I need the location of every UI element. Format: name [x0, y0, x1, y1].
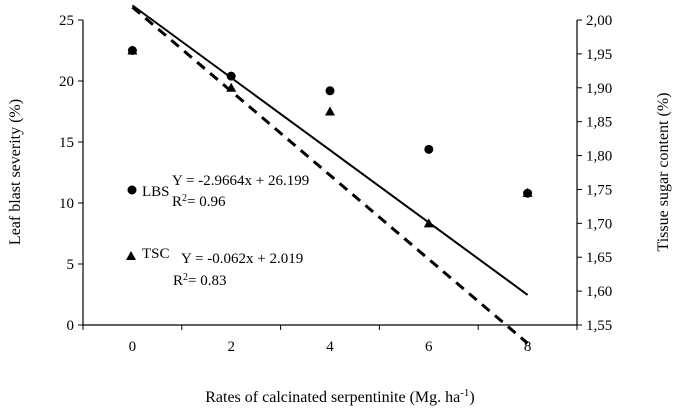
- y-right-tick-label: 2,00: [586, 13, 612, 29]
- trend-line-lbs: [131, 4, 529, 296]
- x-axis-title: Rates of calcinated serpentinite (Mg. ha…: [205, 387, 475, 406]
- tsc-equation: Y = -0.062x + 2.019: [181, 251, 303, 267]
- x-tick-label: 4: [326, 339, 334, 355]
- legend-lbs-marker: [127, 185, 137, 195]
- y-right-tick-label: 1,60: [586, 284, 612, 300]
- y-right-tick-label: 1,80: [586, 149, 612, 165]
- trend-line-tsc: [131, 5, 529, 345]
- lbs-equation: Y = -2.9664x + 26.199: [172, 173, 309, 189]
- trend-lines: [131, 4, 529, 345]
- y-left-tick-label: 25: [59, 13, 74, 29]
- legend: LBS Y = -2.9664x + 26.199 R2= 0.96 TSC Y…: [126, 173, 309, 289]
- y-left-tick-label: 0: [67, 318, 75, 334]
- point-tsc: [127, 45, 138, 55]
- y-right-tick-label: 1,95: [586, 47, 612, 63]
- point-lbs: [424, 144, 434, 154]
- y-right-tick-label: 1,65: [586, 250, 612, 266]
- tsc-r2: R2= 0.83: [173, 272, 226, 290]
- y-right-tick-label: 1,75: [586, 182, 612, 198]
- x-tick-label: 2: [227, 339, 235, 355]
- y-right-tick-label: 1,70: [586, 216, 612, 232]
- y-left-tick-label: 5: [67, 257, 75, 273]
- point-tsc: [325, 106, 335, 116]
- x-tick-label: 0: [129, 339, 137, 355]
- legend-tsc-label: TSC: [142, 246, 170, 262]
- legend-tsc-marker: [126, 251, 136, 260]
- point-tsc: [423, 218, 434, 228]
- x-tick-label: 6: [425, 339, 433, 355]
- y-axis-right-title: Tissue sugar content (%): [655, 93, 672, 252]
- lbs-r2: R2= 0.96: [172, 193, 226, 211]
- y-right-tick-label: 1,85: [586, 115, 612, 131]
- y-left-tick-label: 15: [59, 135, 74, 151]
- x-tick-label: 8: [524, 339, 532, 355]
- axes: [82, 20, 578, 326]
- y-right-tick-label: 1,55: [586, 318, 612, 334]
- point-tsc: [522, 187, 533, 197]
- legend-lbs-label: LBS: [142, 184, 170, 200]
- y-left-tick-label: 10: [59, 196, 74, 212]
- point-lbs: [325, 86, 335, 96]
- y-axis-left-title: Leaf blast severity (%): [7, 99, 24, 245]
- ticks: 05101520251,551,601,651,701,751,801,851,…: [59, 13, 612, 355]
- point-tsc: [226, 82, 237, 92]
- data-points: [127, 45, 533, 228]
- point-lbs: [226, 71, 236, 81]
- y-left-tick-label: 20: [59, 74, 74, 90]
- y-right-tick-label: 1,90: [586, 81, 612, 97]
